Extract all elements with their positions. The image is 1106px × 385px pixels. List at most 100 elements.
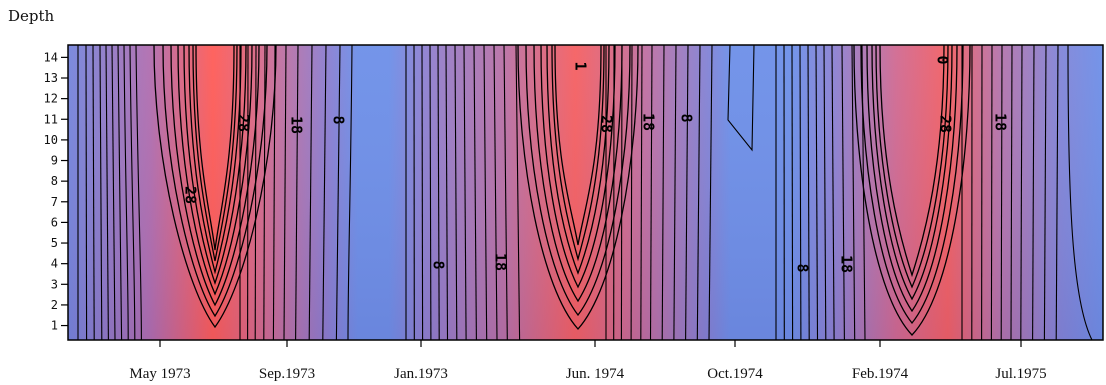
contour-label: 28: [937, 115, 955, 133]
isoline: [153, 45, 277, 329]
contour-label: 28: [598, 115, 616, 133]
contour-label: 18: [492, 253, 510, 271]
y-tick-label: 3: [51, 277, 58, 291]
isoline: [815, 45, 819, 340]
isoline: [454, 45, 458, 340]
isoline: [445, 45, 449, 340]
isoline: [640, 45, 643, 340]
isoline: [421, 45, 424, 340]
isoline: [1010, 45, 1013, 340]
isoline: [791, 45, 794, 340]
isoline: [177, 45, 253, 296]
isoline: [831, 45, 835, 340]
isoline: [823, 45, 827, 340]
isoline: [170, 45, 260, 307]
isoline: [554, 45, 602, 246]
isoline: [135, 45, 142, 340]
x-tick-label: Oct.1974: [707, 366, 763, 382]
y-tick-label: 11: [44, 112, 58, 126]
y-tick-label: 7: [51, 195, 58, 209]
isoline: [685, 45, 689, 340]
y-tick-label: 12: [44, 92, 58, 106]
isoline: [860, 45, 964, 325]
plot-frame: [67, 44, 1104, 341]
isoline: [1043, 45, 1047, 340]
isoline: [99, 45, 103, 340]
x-tick-label: Jan.1973: [394, 366, 448, 382]
y-tick-label: 8: [51, 174, 58, 188]
isoline: [85, 45, 88, 340]
x-tick-label: May 1973: [129, 366, 190, 382]
isoline: [661, 45, 665, 340]
isoline: [696, 45, 701, 340]
isoline: [620, 45, 623, 340]
isoline: [1020, 45, 1023, 340]
y-axis-label: Depth: [8, 7, 55, 25]
isoline: [875, 45, 949, 289]
y-tick-label: 14: [44, 50, 58, 64]
contour-label: 18: [640, 113, 658, 131]
isoline: [807, 45, 810, 340]
isoline: [347, 45, 353, 340]
isoline: [630, 45, 633, 340]
isoline: [335, 45, 341, 340]
isoline: [1032, 45, 1035, 340]
isoline: [483, 45, 488, 340]
isoline: [990, 45, 993, 340]
y-tick-label: 2: [51, 298, 58, 312]
y-tick-label: 4: [51, 257, 58, 271]
isoline: [105, 45, 109, 340]
isoline: [866, 45, 958, 313]
isoline: [493, 45, 498, 340]
isoline: [1067, 45, 1093, 340]
isoline: [841, 45, 845, 340]
isoline: [295, 45, 299, 340]
contour-label: 28: [235, 114, 253, 132]
isoline: [515, 45, 521, 340]
contour-label: 18: [992, 113, 1010, 131]
isoline: [123, 45, 129, 340]
isoline: [188, 45, 242, 275]
contour-lines: [77, 45, 1093, 340]
isoline: [308, 45, 313, 340]
y-tick-label: 1: [51, 319, 58, 333]
isoline: [673, 45, 677, 340]
isoline: [851, 45, 856, 340]
isoline: [195, 45, 235, 251]
isoline: [533, 45, 623, 303]
isoline: [473, 45, 477, 340]
contour-labels: 28 28 18 8 8 18 1 28 18 8 8 18 0 28 18: [182, 55, 1010, 273]
isoline: [263, 45, 266, 340]
isoline: [272, 45, 276, 340]
contour-label: 18: [838, 255, 856, 273]
y-tick-label: 10: [44, 133, 58, 147]
isoline: [322, 45, 327, 340]
contour-label: 8: [794, 263, 812, 272]
isoline: [546, 45, 610, 275]
isoline: [117, 45, 123, 340]
contour-label: 8: [430, 260, 448, 269]
isoline: [111, 45, 116, 340]
isoline: [463, 45, 467, 340]
contour-label: 28: [182, 186, 200, 204]
isoline: [183, 45, 247, 286]
isoline: [551, 45, 605, 262]
isoline: [708, 45, 713, 340]
isoline: [162, 45, 268, 318]
isoline: [853, 45, 971, 336]
isoline: [192, 45, 238, 262]
isoline: [1000, 45, 1003, 340]
x-tick-label: Jun. 1974: [566, 366, 625, 382]
isoline: [540, 45, 616, 289]
isoline: [1055, 45, 1059, 340]
x-axis: May 1973 Sep.1973 Jan.1973 Jun. 1974 Oct.197…: [129, 340, 1047, 382]
plot-area: 28 28 18 8 8 18 1 28 18 8 8 18 0 28 18: [67, 44, 1104, 341]
x-tick-label: Jul.1975: [995, 366, 1046, 382]
isoline: [92, 45, 95, 340]
isoline: [429, 45, 432, 340]
contour-label: 1: [572, 61, 590, 70]
isoline: [871, 45, 953, 301]
contour-label: 18: [288, 116, 306, 134]
